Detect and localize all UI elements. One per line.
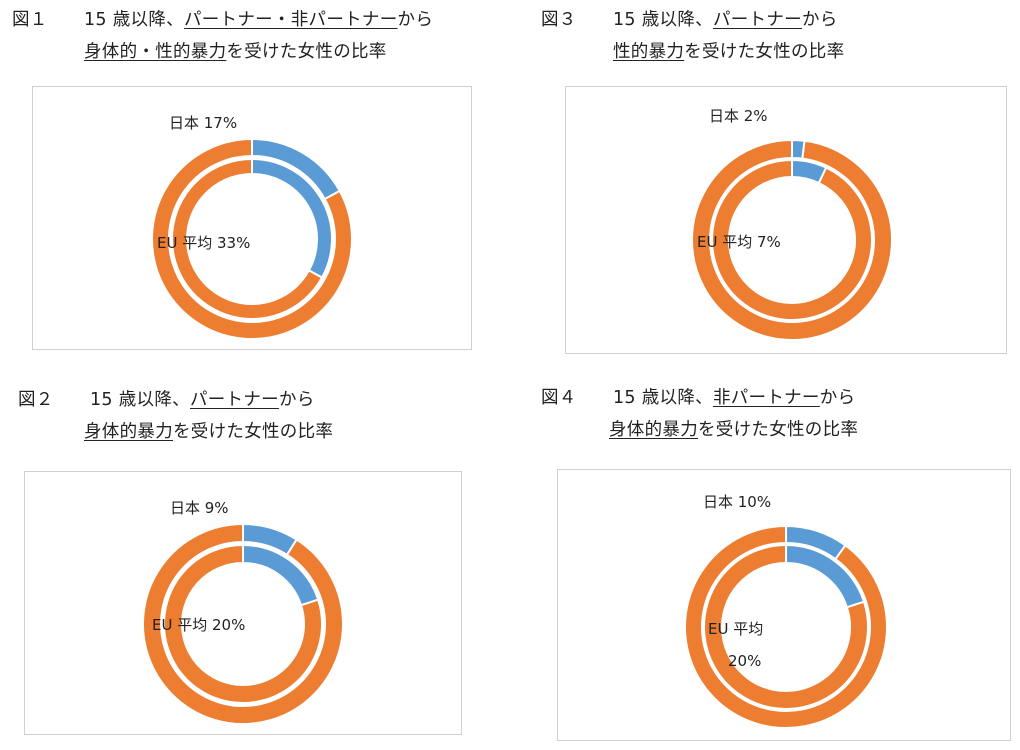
figure-4-label-japan: 日本 10%: [703, 493, 771, 511]
figure-1-title-underlined: パートナー・非パートナー: [183, 10, 398, 30]
figure-4-title2-post: を受けた女性の比率: [698, 420, 859, 440]
donut-outer-slice-share: [251, 137, 341, 201]
donut-outer-slice-remainder: [691, 138, 893, 341]
donut-inner-slice-remainder: [703, 543, 869, 710]
figure-2-title-underlined: パートナー: [189, 390, 279, 410]
figure-2-label-japan: 日本 9%: [170, 499, 229, 517]
donut-inner-slice-remainder: [711, 158, 873, 321]
figure-1-title-line2: 身体的・性的暴力を受けた女性の比率: [84, 41, 387, 63]
figure-3-title2-underlined: 性的暴力: [613, 42, 685, 62]
figure-1-donut: 日本 17% EU 平均 33%: [151, 114, 353, 340]
figure-2-number: 図２: [18, 390, 54, 410]
donut-outer-slice-share: [785, 524, 847, 561]
figure-2-title2-underlined: 身体的暴力: [84, 422, 173, 442]
figure-3-title-line2: 性的暴力を受けた女性の比率: [613, 41, 844, 63]
figure-1-title2-post: を受けた女性の比率: [226, 42, 387, 62]
figure-3-chart: 日本 2% EU 平均 7%: [565, 86, 1007, 354]
figure-4-number: 図４: [541, 388, 577, 408]
donut-inner-slice-remainder: [171, 157, 324, 320]
donut-outer-slice-remainder: [142, 522, 344, 725]
figure-1-chart: 日本 17% EU 平均 33%: [32, 86, 472, 350]
figure-2-title-line1: 図２ 15 歳以降、パートナーから: [18, 389, 315, 411]
donut-inner-slice-share: [791, 158, 828, 185]
donut-inner-slice-share: [785, 543, 866, 609]
figure-3-label-eu: EU 平均 7%: [697, 233, 781, 251]
donut-inner-slice-share: [251, 157, 333, 279]
donut-outer-slice-share: [242, 522, 298, 557]
figure-4-donut: 日本 10% EU 平均 20%: [684, 493, 888, 729]
figure-4-title-underlined: 非パートナー: [712, 388, 820, 408]
figure-2-donut: 日本 9% EU 平均 20%: [142, 499, 344, 725]
figure-3-title-post: から: [801, 10, 838, 30]
figure-3-title-line1: 図３ 15 歳以降、パートナーから: [541, 9, 838, 31]
figure-1-title-post: から: [397, 10, 434, 30]
donut-inner-slice-remainder: [163, 543, 323, 704]
figure-3-title-underlined: パートナー: [712, 10, 802, 30]
figure-1-title-line1: 図１ 15 歳以降、パートナー・非パートナーから: [12, 9, 433, 31]
figure-4-chart: 日本 10% EU 平均 20%: [557, 469, 1011, 741]
figure-4-title-pre: 15 歳以降、: [613, 388, 713, 408]
figure-3-donut: 日本 2% EU 平均 7%: [691, 107, 893, 341]
figure-4-label-eu-line2: 20%: [728, 652, 761, 670]
donut-outer-slice-remainder: [684, 524, 888, 729]
figure-3-number: 図３: [541, 10, 577, 30]
figure-1-title-pre: 15 歳以降、: [84, 10, 184, 30]
figure-2-label-eu: EU 平均 20%: [152, 616, 245, 634]
figure-3-title2-post: を受けた女性の比率: [684, 42, 845, 62]
figure-1-title2-underlined: 身体的・性的暴力: [84, 42, 227, 62]
figure-1-number: 図１: [12, 10, 48, 30]
figure-4-title-post: から: [819, 388, 856, 408]
figure-4-title-line1: 図４ 15 歳以降、非パートナーから: [541, 387, 855, 409]
figure-4-title2-underlined: 身体的暴力: [609, 420, 698, 440]
figure-4-label-eu: EU 平均: [708, 620, 763, 638]
figure-2-title-pre: 15 歳以降、: [90, 390, 190, 410]
figure-2-title-post: から: [278, 390, 315, 410]
figure-3-title-pre: 15 歳以降、: [613, 10, 713, 30]
figure-2-chart: 日本 9% EU 平均 20%: [24, 471, 462, 735]
figure-3-label-japan: 日本 2%: [709, 107, 768, 125]
donut-inner-slice-share: [242, 543, 320, 607]
donut-outer-slice-remainder: [151, 137, 353, 340]
figure-2-title-line2: 身体的暴力を受けた女性の比率: [84, 421, 333, 443]
figure-1-label-eu: EU 平均 33%: [157, 234, 250, 252]
figure-4-title-line2: 身体的暴力を受けた女性の比率: [609, 419, 858, 441]
figure-1-label-japan: 日本 17%: [169, 114, 237, 132]
figure-2-title2-post: を受けた女性の比率: [173, 422, 334, 442]
donut-outer-slice-share: [791, 138, 806, 160]
